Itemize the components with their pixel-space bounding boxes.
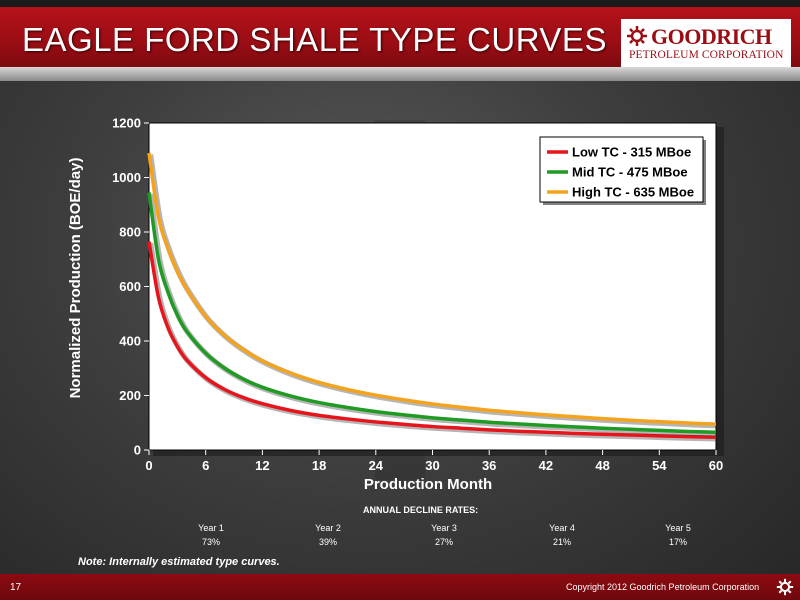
y-axis-ticks: 0 200 400 600 800 1000 1200 <box>112 116 149 458</box>
decline-rates-header: ANNUAL DECLINE RATES: <box>363 505 479 515</box>
gear-sun-icon <box>776 578 794 596</box>
logo-name: GOODRICH <box>651 24 772 49</box>
x-axis-ticks: 0 6 12 18 24 30 36 42 48 54 60 <box>145 450 723 473</box>
slide-title: EAGLE FORD SHALE TYPE CURVES <box>22 21 607 58</box>
decline-year-label: Year 5 <box>665 523 691 533</box>
page-number: 17 <box>10 582 22 593</box>
x-tick-label: 30 <box>425 458 439 473</box>
decline-rate-value: 17% <box>668 537 687 547</box>
x-tick-label: 42 <box>539 458 553 473</box>
legend-items: Low TC - 315 MBoe Mid TC - 475 MBoe High T… <box>547 145 694 200</box>
note-text: Note: Internally estimated type curves. <box>78 556 280 568</box>
company-logo: GOODRICH PETROLEUM CORPORATION <box>621 19 791 67</box>
decline-year-label: Year 4 <box>549 523 575 533</box>
y-tick-label: 1200 <box>112 116 141 131</box>
series-line-high <box>147 152 717 426</box>
decline-rate-value: 27% <box>434 537 453 547</box>
x-tick-label: 0 <box>145 458 152 473</box>
copyright-text: Copyright 2012 Goodrich Petroleum Corpor… <box>566 582 760 592</box>
x-tick-label: 18 <box>312 458 326 473</box>
x-axis-label: Production Month <box>364 476 492 493</box>
x-tick-label: 48 <box>595 458 609 473</box>
legend <box>539 136 704 203</box>
legend-label: Mid TC - 475 MBoe <box>572 165 688 180</box>
y-axis-label: Normalized Production (BOE/day) <box>67 158 84 399</box>
legend-label: High TC - 635 MBoe <box>572 185 694 200</box>
x-tick-label: 6 <box>202 458 209 473</box>
series-line-mid <box>147 192 717 435</box>
y-tick-label: 400 <box>119 334 141 349</box>
decline-rate-value: 39% <box>318 537 337 547</box>
y-tick-label: 600 <box>119 279 141 294</box>
x-tick-label: 36 <box>482 458 496 473</box>
gear-sun-icon <box>627 26 647 46</box>
decline-year-label: Year 2 <box>315 523 341 533</box>
x-tick-label: 12 <box>255 458 269 473</box>
legend-label: Low TC - 315 MBoe <box>572 145 691 160</box>
x-tick-label: 24 <box>369 458 384 473</box>
y-tick-label: 800 <box>119 225 141 240</box>
footer-bar: 17 Copyright 2012 Goodrich Petroleum Cor… <box>0 574 800 600</box>
series-line-low <box>147 241 717 439</box>
decline-year-label: Year 1 <box>198 523 224 533</box>
y-tick-label: 0 <box>134 443 141 458</box>
y-tick-label: 1000 <box>112 170 141 185</box>
top-strip <box>0 0 800 7</box>
logo-subtitle: PETROLEUM CORPORATION <box>629 49 784 61</box>
decline-rate-value: 73% <box>201 537 220 547</box>
title-bar: EAGLE FORD SHALE TYPE CURVES GOODRICH PE… <box>0 7 800 81</box>
series-lines <box>147 152 718 442</box>
decline-year-label: Year 3 <box>431 523 457 533</box>
decline-rate-value: 21% <box>552 537 571 547</box>
x-tick-label: 54 <box>652 458 667 473</box>
y-tick-label: 200 <box>119 388 141 403</box>
x-tick-label: 60 <box>709 458 723 473</box>
